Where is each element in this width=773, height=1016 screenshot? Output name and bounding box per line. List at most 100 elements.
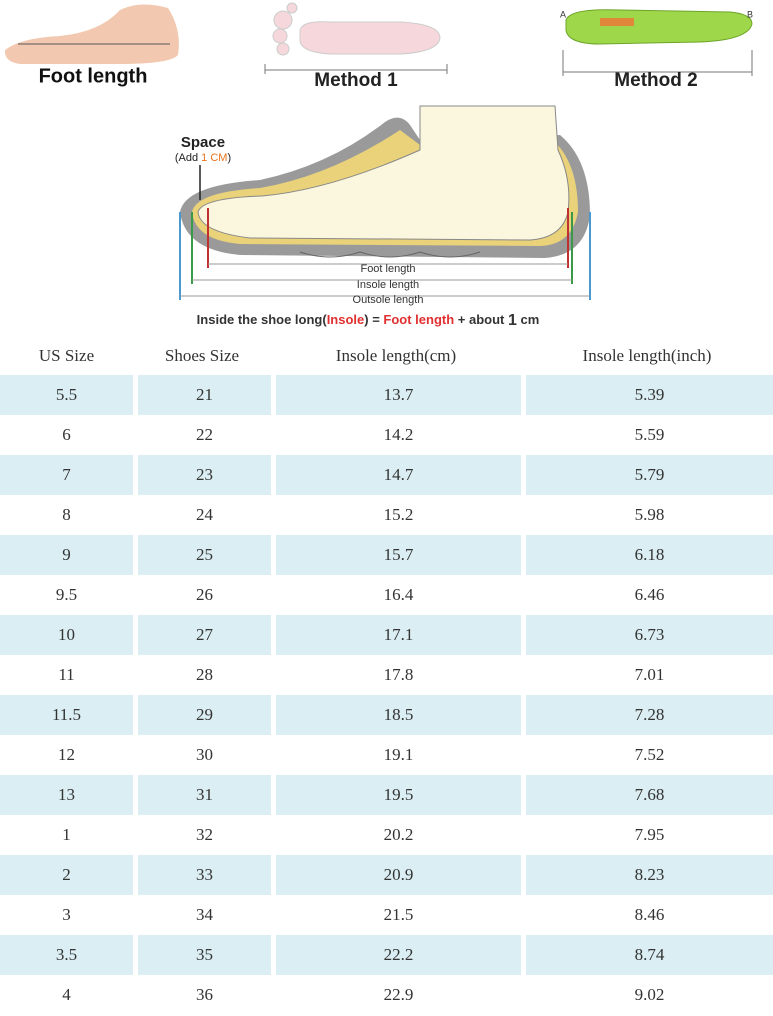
cell-text: 17.8 <box>383 665 414 684</box>
table-cell: 17.8 <box>271 655 521 695</box>
cell-text: 3 <box>62 905 71 924</box>
table-row: 11.5 29 18.5 7.28 <box>0 695 773 735</box>
cell-text: 22 <box>196 425 213 444</box>
cell-text: 24 <box>196 505 213 524</box>
cell-text: 9.5 <box>55 585 78 604</box>
cell-text: 22.2 <box>276 935 521 975</box>
table-cell: 8.46 <box>521 895 773 935</box>
table-cell: 21 <box>133 375 271 415</box>
header-row: US Size Shoes Size Insole length(cm) Insole… <box>0 337 773 375</box>
cell-text: 1 <box>62 825 71 844</box>
table-row: 3 34 21.5 8.46 <box>0 895 773 935</box>
shoe-diagram <box>180 105 590 258</box>
header-cell: Insole length(cm) <box>335 346 457 365</box>
footprint <box>272 2 441 56</box>
label: Method 2 <box>614 70 697 91</box>
table-cell: 10 <box>0 615 133 655</box>
table-cell: 23 <box>133 455 271 495</box>
insole-logo <box>600 18 634 26</box>
cell-text: 14.2 <box>383 425 414 444</box>
table-cell: 21.5 <box>271 895 521 935</box>
cell-text: 25 <box>138 535 271 575</box>
table-cell: 31 <box>133 775 271 815</box>
cell-text: 31 <box>138 775 271 815</box>
table-cell: 1 <box>0 815 133 855</box>
cell-text: 8.46 <box>634 905 665 924</box>
cell-text: 20.2 <box>383 825 414 844</box>
cell-text: 16.4 <box>383 585 414 604</box>
table-row: 9.5 26 16.4 6.46 <box>0 575 773 615</box>
table-cell: 7.68 <box>521 775 773 815</box>
table-cell: 2 <box>0 855 133 895</box>
table-cell: 14.7 <box>271 455 521 495</box>
cell-text: 7 <box>0 455 133 495</box>
cell-text: 19.5 <box>276 775 521 815</box>
measure-label: Insole length <box>357 279 419 291</box>
table-cell: 15.7 <box>271 535 521 575</box>
cell-text: 7.95 <box>634 825 665 844</box>
table-row: 1 32 20.2 7.95 <box>0 815 773 855</box>
cell-text: 21 <box>138 375 271 415</box>
table-cell: 14.2 <box>271 415 521 455</box>
cell-text: 15.7 <box>276 535 521 575</box>
table-cell: 9.5 <box>0 575 133 615</box>
table-cell: 19.5 <box>271 775 521 815</box>
table-cell: 5.39 <box>521 375 773 415</box>
foot-shape <box>4 4 179 65</box>
cell-text: 30 <box>196 745 213 764</box>
cell-text: 5.79 <box>526 455 773 495</box>
cell-text: 19.1 <box>383 745 414 764</box>
cell-text: 9 <box>0 535 133 575</box>
table-row: 7 23 14.7 5.79 <box>0 455 773 495</box>
table-cell: 7 <box>0 455 133 495</box>
cell-text: 5.39 <box>526 375 773 415</box>
table-cell: 36 <box>133 975 271 1015</box>
table-cell: 7.28 <box>521 695 773 735</box>
caption: Inside the shoe long(Insole) = Foot leng… <box>197 312 540 329</box>
cell-text: 6.46 <box>634 585 665 604</box>
space-note: (Add 1 CM) <box>175 152 231 164</box>
table-cell: 19.1 <box>271 735 521 775</box>
measure-line <box>562 50 753 76</box>
insole <box>565 9 753 45</box>
header-cell: US Size <box>38 346 95 365</box>
table-row: 12 30 19.1 7.52 <box>0 735 773 775</box>
table-cell: 17.1 <box>271 615 521 655</box>
table-row: 3.5 35 22.2 8.74 <box>0 935 773 975</box>
text: (Add <box>175 152 201 164</box>
table-cell: 9 <box>0 535 133 575</box>
cell-text: 11.5 <box>0 695 133 735</box>
cell-text: 13 <box>0 775 133 815</box>
cell-text: 21.5 <box>383 905 414 924</box>
text: 1 <box>508 312 517 329</box>
table-cell: 3.5 <box>0 935 133 975</box>
table-cell: 7.01 <box>521 655 773 695</box>
table-cell: 29 <box>133 695 271 735</box>
label: Method 1 <box>314 70 398 91</box>
cell-text: 2 <box>0 855 133 895</box>
cell-text: 36 <box>196 985 213 1004</box>
table-cell: 20.9 <box>271 855 521 895</box>
text: ) = <box>364 312 383 327</box>
cell-text: 22.9 <box>383 985 414 1004</box>
cell-text: 3.5 <box>0 935 133 975</box>
table-cell: 6.18 <box>521 535 773 575</box>
table-cell: 18.5 <box>271 695 521 735</box>
table-cell: 22 <box>133 415 271 455</box>
table-cell: 4 <box>0 975 133 1015</box>
table-cell: 5.79 <box>521 455 773 495</box>
table-cell: 22.9 <box>271 975 521 1015</box>
table-cell: 35 <box>133 935 271 975</box>
cell-text: 7.68 <box>526 775 773 815</box>
table-cell: 28 <box>133 655 271 695</box>
cell-text: 6.18 <box>526 535 773 575</box>
cell-text: 5.59 <box>634 425 665 444</box>
table-row: 5.5 21 13.7 5.39 <box>0 375 773 415</box>
space-label: Space <box>181 134 225 151</box>
table-cell: 33 <box>133 855 271 895</box>
text: Foot length <box>383 312 454 327</box>
table-cell: 13 <box>0 775 133 815</box>
cell-text: 32 <box>196 825 213 844</box>
table-cell: 5.59 <box>521 415 773 455</box>
foot-length-illustration <box>4 4 179 65</box>
